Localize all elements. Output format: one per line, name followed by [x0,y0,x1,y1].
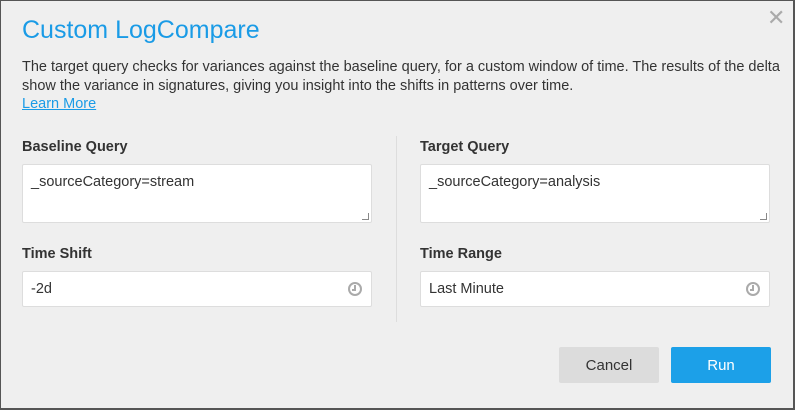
time-range-value: Last Minute [429,281,504,297]
time-shift-input[interactable]: -2d [22,271,372,307]
time-shift-label: Time Shift [22,246,92,262]
cancel-button[interactable]: Cancel [559,347,659,383]
dialog-title: Custom LogCompare [22,16,260,44]
target-query-input[interactable]: _sourceCategory=analysis [420,164,770,223]
baseline-query-input[interactable]: _sourceCategory=stream [22,164,372,223]
resize-handle-icon[interactable] [362,213,369,220]
target-query-label: Target Query [420,139,510,155]
description: The target query checks for variances ag… [22,59,780,94]
baseline-query-label: Baseline Query [22,139,128,155]
run-button[interactable]: Run [671,347,771,383]
clock-icon[interactable] [746,282,760,296]
time-shift-value: -2d [31,281,52,297]
learn-more-link[interactable]: Learn More [22,96,97,112]
time-range-label: Time Range [420,246,502,262]
time-range-input[interactable]: Last Minute [420,271,770,307]
close-icon[interactable]: ✕ [767,5,786,30]
clock-icon[interactable] [348,282,362,296]
baseline-query-value: _sourceCategory=stream [31,174,195,190]
resize-handle-icon[interactable] [760,213,767,220]
target-query-value: _sourceCategory=analysis [429,174,601,190]
column-divider [396,136,397,322]
